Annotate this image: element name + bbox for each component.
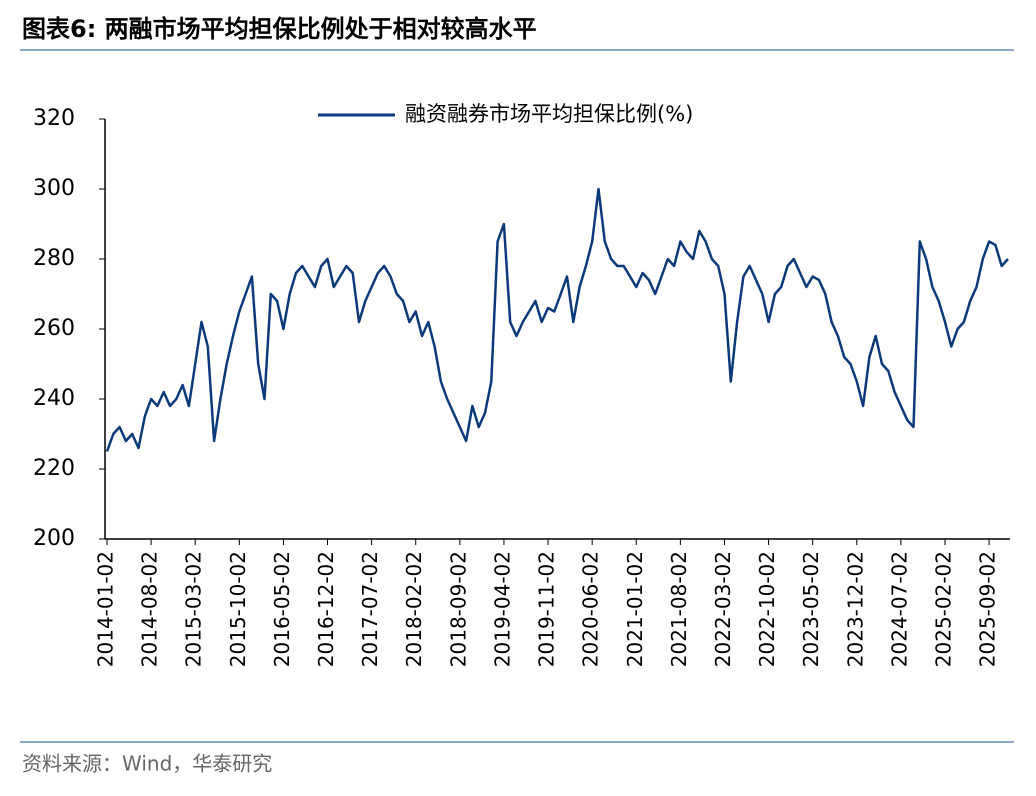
y-tick-label: 320 [33,106,75,131]
y-tick-label: 240 [33,386,75,411]
x-tick-label: 2023-05-02 [799,551,823,667]
x-tick-label: 2014-08-02 [138,551,162,667]
source-note: 资料来源：Wind，华泰研究 [22,752,272,776]
x-tick-label: 2021-01-02 [623,551,647,667]
x-tick-label: 2022-10-02 [755,551,779,667]
x-tick-label: 2024-07-02 [887,551,911,667]
x-tick-label: 2014-01-02 [94,551,118,667]
x-tick-label: 2016-12-02 [314,551,338,667]
y-tick-label: 300 [33,176,75,201]
x-tick-label: 2018-02-02 [402,551,426,667]
y-tick-label: 260 [33,316,75,341]
x-tick-label: 2016-05-02 [270,551,294,667]
x-tick-label: 2015-10-02 [226,551,250,667]
x-tick-label: 2025-09-02 [976,551,1000,667]
x-tick-label: 2019-04-02 [490,551,514,667]
x-tick-label: 2015-03-02 [182,551,206,667]
x-tick-label: 2021-08-02 [667,551,691,667]
x-tick-label: 2025-02-02 [931,551,955,667]
y-tick-label: 280 [33,246,75,271]
chart-title: 图表6: 两融市场平均担保比例处于相对较高水平 [22,15,537,43]
x-tick-label: 2018-09-02 [446,551,470,667]
y-tick-label: 220 [33,456,75,481]
legend-label: 融资融券市场平均担保比例(%) [405,102,693,126]
x-tick-label: 2022-03-02 [711,551,735,667]
x-tick-label: 2019-11-02 [535,551,559,667]
x-tick-label: 2017-07-02 [358,551,382,667]
data-line [105,187,1009,452]
x-tick-label: 2023-12-02 [843,551,867,667]
y-tick-label: 200 [33,526,75,551]
x-tick-label: 2020-06-02 [579,551,603,667]
